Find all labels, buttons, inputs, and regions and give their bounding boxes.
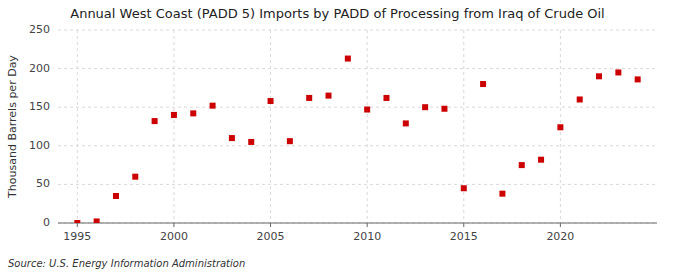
x-grid-line xyxy=(173,30,174,223)
x-axis-line xyxy=(58,223,657,224)
point xyxy=(248,139,254,145)
x-tick xyxy=(270,223,271,227)
y-tick-label: 200 xyxy=(29,62,50,75)
point xyxy=(171,112,177,118)
x-grid-line xyxy=(77,30,78,223)
point xyxy=(94,218,100,223)
chart-title: Annual West Coast (PADD 5) Imports by PA… xyxy=(70,6,605,21)
point xyxy=(538,157,544,163)
point xyxy=(190,110,196,116)
point xyxy=(441,106,447,112)
x-tick-label: 2005 xyxy=(257,230,285,243)
point xyxy=(326,93,332,99)
y-axis-label: Thousand Barrels per Day xyxy=(6,55,19,199)
point xyxy=(113,193,119,199)
y-grid-line xyxy=(58,184,657,185)
point xyxy=(287,138,293,144)
x-tick-label: 2000 xyxy=(160,230,188,243)
y-tick-label: 0 xyxy=(43,216,50,229)
y-grid-line xyxy=(58,145,657,146)
point xyxy=(519,162,525,168)
x-tick-label: 2020 xyxy=(546,230,574,243)
point xyxy=(635,76,641,82)
x-tick xyxy=(560,223,561,227)
point xyxy=(461,185,467,191)
point xyxy=(596,73,602,79)
x-tick-label: 2015 xyxy=(450,230,478,243)
y-tick-label: 50 xyxy=(36,177,50,190)
chart-svg: 0 50 100 150 200 250 1995 2000 2005 2010 2015 2020 T… xyxy=(0,0,675,275)
x-tick-label: 2010 xyxy=(353,230,381,243)
point xyxy=(210,103,216,109)
y-grid-line xyxy=(58,30,657,31)
point xyxy=(364,107,370,113)
x-axis: 1995 2000 2005 2010 2015 2020 xyxy=(63,223,574,243)
y-tick-label: 100 xyxy=(29,139,50,152)
point xyxy=(422,104,428,110)
chart-container: 0 50 100 150 200 250 1995 2000 2005 2010 2015 2020 T… xyxy=(0,0,675,275)
point xyxy=(557,124,563,130)
y-grid-line xyxy=(58,107,657,108)
y-axis: 0 50 100 150 200 250 xyxy=(29,23,50,229)
point xyxy=(74,220,80,223)
source-note: Source: U.S. Energy Information Administ… xyxy=(8,258,245,269)
x-tick-label: 1995 xyxy=(63,230,91,243)
page: {"chart_data": {"type": "scatter", "titl… xyxy=(0,0,675,275)
x-tick xyxy=(173,223,174,227)
x-grid-line xyxy=(463,30,464,223)
point xyxy=(132,174,138,180)
point xyxy=(268,98,274,104)
grid xyxy=(58,30,657,223)
point xyxy=(615,69,621,75)
point xyxy=(152,118,158,124)
x-tick xyxy=(77,223,78,227)
point xyxy=(403,120,409,126)
x-tick xyxy=(463,223,464,227)
point xyxy=(306,95,312,101)
point xyxy=(577,96,583,102)
points xyxy=(74,56,640,223)
x-tick xyxy=(367,223,368,227)
y-tick-label: 250 xyxy=(29,23,50,36)
point xyxy=(499,191,505,197)
y-grid-line xyxy=(58,68,657,69)
point xyxy=(345,56,351,62)
point xyxy=(229,135,235,141)
y-tick-label: 150 xyxy=(29,100,50,113)
x-grid-line xyxy=(270,30,271,223)
point xyxy=(383,95,389,101)
point xyxy=(480,81,486,87)
y-grid-line xyxy=(58,223,657,224)
x-grid-line xyxy=(367,30,368,223)
